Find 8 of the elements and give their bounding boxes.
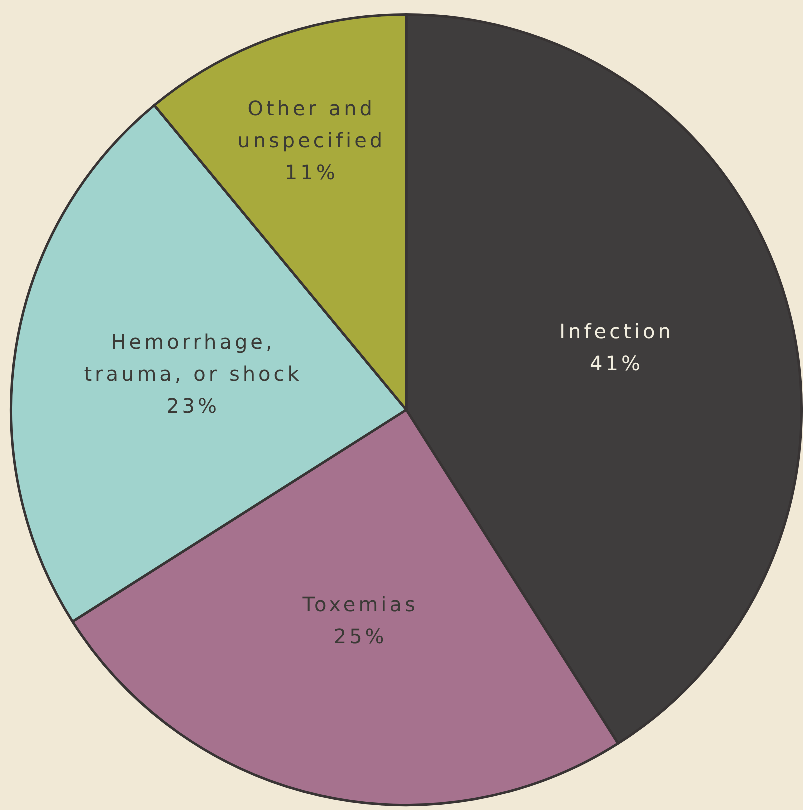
data-label: 11% — [284, 160, 338, 184]
slice-label: Infection — [560, 320, 674, 344]
data-label: 41% — [590, 352, 644, 376]
slice-label: Other and unspecified — [238, 96, 386, 152]
data-label: 23% — [166, 394, 220, 418]
slice-label: Hemorrhage, trauma, or shock — [84, 330, 302, 386]
data-label: 25% — [334, 624, 388, 648]
slice-label: Toxemias — [302, 592, 418, 616]
